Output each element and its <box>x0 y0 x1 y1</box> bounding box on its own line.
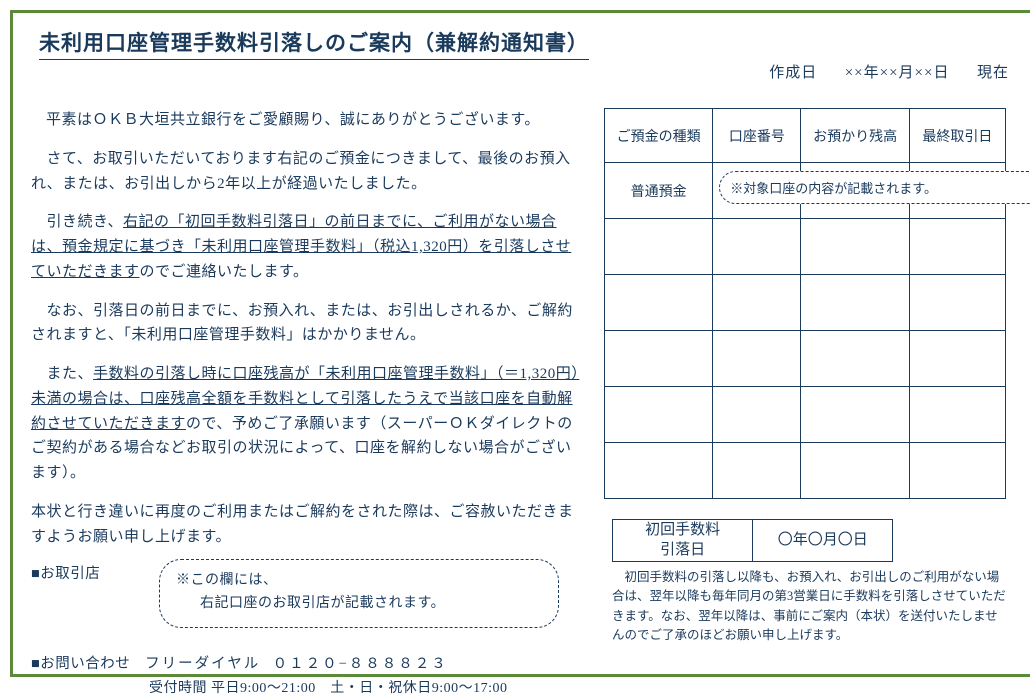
footer-left: ■お取引店 ※この欄には、 右記口座のお取引店が記載されます。 ■お問い合わせ … <box>31 563 586 700</box>
p2: さて、お取引いただいております右記のご預金につきまして、最後のお預入れ、または、… <box>31 147 586 197</box>
store-note-2: 右記口座のお取引店が記載されます。 <box>200 596 445 611</box>
store-note-box: ※この欄には、 右記口座のお取引店が記載されます。 <box>159 559 559 628</box>
store-label: ■お取引店 <box>31 563 141 587</box>
cell-acctno: ※対象口座の内容が記載されます。 <box>713 163 801 219</box>
hours: 受付時間 平日9:00～21:00 土・日・祝休日9:00～17:00 <box>149 677 586 700</box>
date-suffix: 現在 <box>977 65 1009 81</box>
contact-label: ■お問い合わせ <box>31 653 141 677</box>
table-row <box>605 275 1006 331</box>
store-note-1: ※この欄には、 <box>176 573 278 588</box>
account-table: ご預金の種類 口座番号 お預かり残高 最終取引日 普通預金 ※対象口座の内容が記… <box>604 108 1006 499</box>
creation-date: 作成日 ××年××月××日 現在 <box>769 61 1009 82</box>
doc-title: 未利用口座管理手数料引落しのご案内（兼解約通知書） <box>39 27 589 60</box>
date-label: 作成日 <box>769 65 817 81</box>
table-row <box>605 331 1006 387</box>
table-row <box>605 387 1006 443</box>
p3: 引き続き、右記の「初回手数料引落日」の前日までに、ご利用がない場合は、預金規定に… <box>31 210 586 284</box>
cell-lasttx <box>909 163 1005 219</box>
footer-right: 初回手数料の引落し以降も、お預入れ、お引出しのご利用がない場合は、翌年以降も毎年… <box>612 568 1006 646</box>
th-acctno: 口座番号 <box>713 109 801 163</box>
dial-no: ０１２０−８８８８２３ <box>273 653 448 677</box>
table-header-row: ご預金の種類 口座番号 お預かり残高 最終取引日 <box>605 109 1006 163</box>
first-label: 初回手数料 引落日 <box>613 520 753 562</box>
p5: また、手数料の引落し時に口座残高が「未利用口座管理手数料」（＝1,320円）未満… <box>31 362 586 486</box>
table-row: 普通預金 ※対象口座の内容が記載されます。 <box>605 163 1006 219</box>
th-balance: お預かり残高 <box>801 109 909 163</box>
document-frame: 未利用口座管理手数料引落しのご案内（兼解約通知書） 作成日 ××年××月××日 … <box>10 10 1030 677</box>
th-type: ご預金の種類 <box>605 109 713 163</box>
cell-balance <box>801 163 909 219</box>
p1: 平素はＯＫＢ大垣共立銀行をご愛顧賜り、誠にありがとうございます。 <box>31 108 586 133</box>
first-value: 〇年〇月〇日 <box>753 520 893 562</box>
contact-row: ■お問い合わせ フリーダイヤル ０１２０−８８８８２３ 受付時間 平日9:00～… <box>31 653 586 700</box>
dial-label: フリーダイヤル <box>145 653 260 677</box>
table-row <box>605 443 1006 499</box>
th-lasttx: 最終取引日 <box>909 109 1005 163</box>
p6: 本状と行き違いに再度のご利用またはご解約をされた際は、ご容赦いただきますようお願… <box>31 500 586 550</box>
p4: なお、引落日の前日までに、お預入れ、または、お引出しされるか、ご解約されますと、… <box>31 299 586 349</box>
table-row <box>605 219 1006 275</box>
right-col: ご預金の種類 口座番号 お預かり残高 最終取引日 普通預金 ※対象口座の内容が記… <box>604 108 1006 700</box>
first-debit-table: 初回手数料 引落日 〇年〇月〇日 <box>612 519 893 562</box>
store-row: ■お取引店 ※この欄には、 右記口座のお取引店が記載されます。 <box>31 563 586 587</box>
body-text: 平素はＯＫＢ大垣共立銀行をご愛顧賜り、誠にありがとうございます。 さて、お取引い… <box>31 108 586 700</box>
cell-type: 普通預金 <box>605 163 713 219</box>
date-value: ××年××月××日 <box>845 65 950 81</box>
